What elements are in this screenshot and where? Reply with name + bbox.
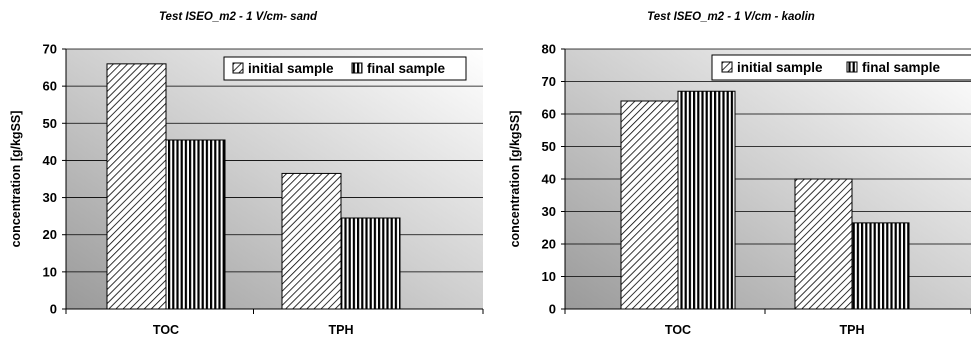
x-ticks: TOC TPH [65,309,484,337]
bar-initial-tph [281,172,342,310]
bar-initial-toc [620,100,679,310]
y-axis-label: concentration [g/kgSS] [9,111,23,248]
legend-label-initial: initial sample [737,60,823,75]
y-tick-label: 80 [542,42,556,57]
y-tick-label: 40 [43,153,57,168]
y-ticks: 0 10 20 30 40 50 60 70 [43,42,66,317]
bar-final-tph [340,217,401,310]
bar-initial-tph [794,178,853,310]
y-tick-label: 20 [43,227,57,242]
x-tick-label: TPH [840,323,865,337]
y-tick-label: 50 [43,116,57,131]
y-tick-label: 0 [549,302,556,317]
y-tick-label: 30 [542,204,556,219]
y-tick-label: 60 [542,107,556,122]
y-tick-label: 50 [542,139,556,154]
y-tick-label: 20 [542,237,556,252]
legend-box [711,54,971,81]
legend-label-final: final sample [862,60,941,75]
y-tick-label: 70 [43,42,57,57]
chart-title: Test ISEO_m2 - 1 V/cm - kaolin [647,11,815,23]
chart-kaolin: Test ISEO_m2 - 1 V/cm - kaolin 0 10 20 30 40… [508,11,971,337]
y-tick-label: 30 [43,190,57,205]
legend: initial sample final sample [223,56,467,81]
y-tick-label: 70 [542,74,556,89]
y-axis-label: concentration [g/kgSS] [508,111,522,248]
y-tick-label: 10 [43,264,57,279]
chart-title: Test ISEO_m2 - 1 V/cm- sand [159,11,318,23]
bar-final-toc [677,90,736,310]
chart-sand: Test ISEO_m2 - 1 V/cm- sand 0 10 20 30 40 50 6… [9,11,484,337]
bar-final-toc [165,139,226,310]
x-tick-label: TPH [329,323,354,337]
y-tick-label: 10 [542,269,556,284]
x-ticks: TOC TPH [564,309,971,337]
bars [620,90,910,310]
bar-initial-toc [106,63,167,310]
legend-swatch-final [846,61,858,73]
y-tick-label: 40 [542,172,556,187]
legend-box [223,56,467,81]
legend-swatch-initial [721,61,733,73]
bar-final-tph [851,222,910,310]
legend-swatch-initial [232,62,244,74]
legend-label-final: final sample [367,61,446,76]
legend-label-initial: initial sample [248,61,334,76]
legend: initial sample final sample [711,54,971,81]
x-tick-label: TOC [665,323,691,337]
y-tick-label: 60 [43,79,57,94]
y-ticks: 0 10 20 30 40 50 60 70 80 [542,42,565,317]
x-tick-label: TOC [153,323,179,337]
legend-swatch-final [351,62,363,74]
y-tick-label: 0 [50,302,57,317]
